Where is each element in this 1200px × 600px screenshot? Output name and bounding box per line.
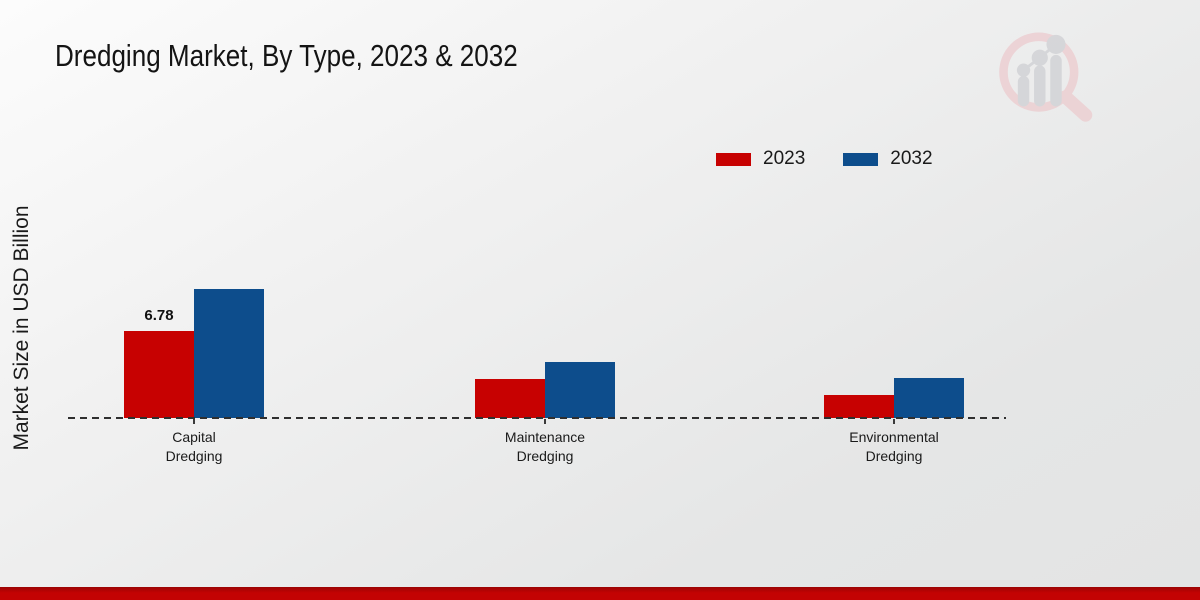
- bar-2032-maintenance-dredging: [545, 362, 615, 418]
- x-axis-baseline: [68, 417, 1006, 419]
- legend-item-2032: 2032: [843, 148, 933, 170]
- category-label-capital-dredging: Capital Dredging: [165, 429, 223, 464]
- legend-label-2023: 2023: [763, 148, 806, 169]
- axis-tick-environmental-dredging: [893, 419, 895, 424]
- bar-2032-capital-dredging: [194, 289, 264, 418]
- category-label-maintenance-dredging: Maintenance Dredging: [504, 429, 586, 464]
- bar-2032-environmental-dredging: [894, 378, 964, 418]
- legend-swatch-2032: [843, 152, 879, 166]
- footer-red-band: [0, 587, 1200, 600]
- legend: 2023 2032: [716, 148, 933, 170]
- legend-swatch-2023: [716, 152, 751, 166]
- legend-item-2023: 2023: [716, 148, 805, 170]
- bar-2023-capital-dredging: [124, 331, 194, 418]
- axis-tick-capital-dredging: [193, 419, 195, 424]
- bar-2023-maintenance-dredging: [475, 379, 545, 418]
- y-axis-label: Market Size in USD Billion: [10, 205, 33, 451]
- data-label-2023-capital-dredging: 6.78: [144, 307, 174, 324]
- bar-2023-environmental-dredging: [824, 395, 894, 418]
- category-label-environmental-dredging: Environmental Dredging: [849, 429, 939, 464]
- chart-title: Dredging Market, By Type, 2023 & 2032: [55, 38, 518, 73]
- legend-label-2032: 2032: [890, 148, 933, 169]
- axis-tick-maintenance-dredging: [544, 419, 546, 424]
- watermark-logo-icon: [999, 32, 1093, 122]
